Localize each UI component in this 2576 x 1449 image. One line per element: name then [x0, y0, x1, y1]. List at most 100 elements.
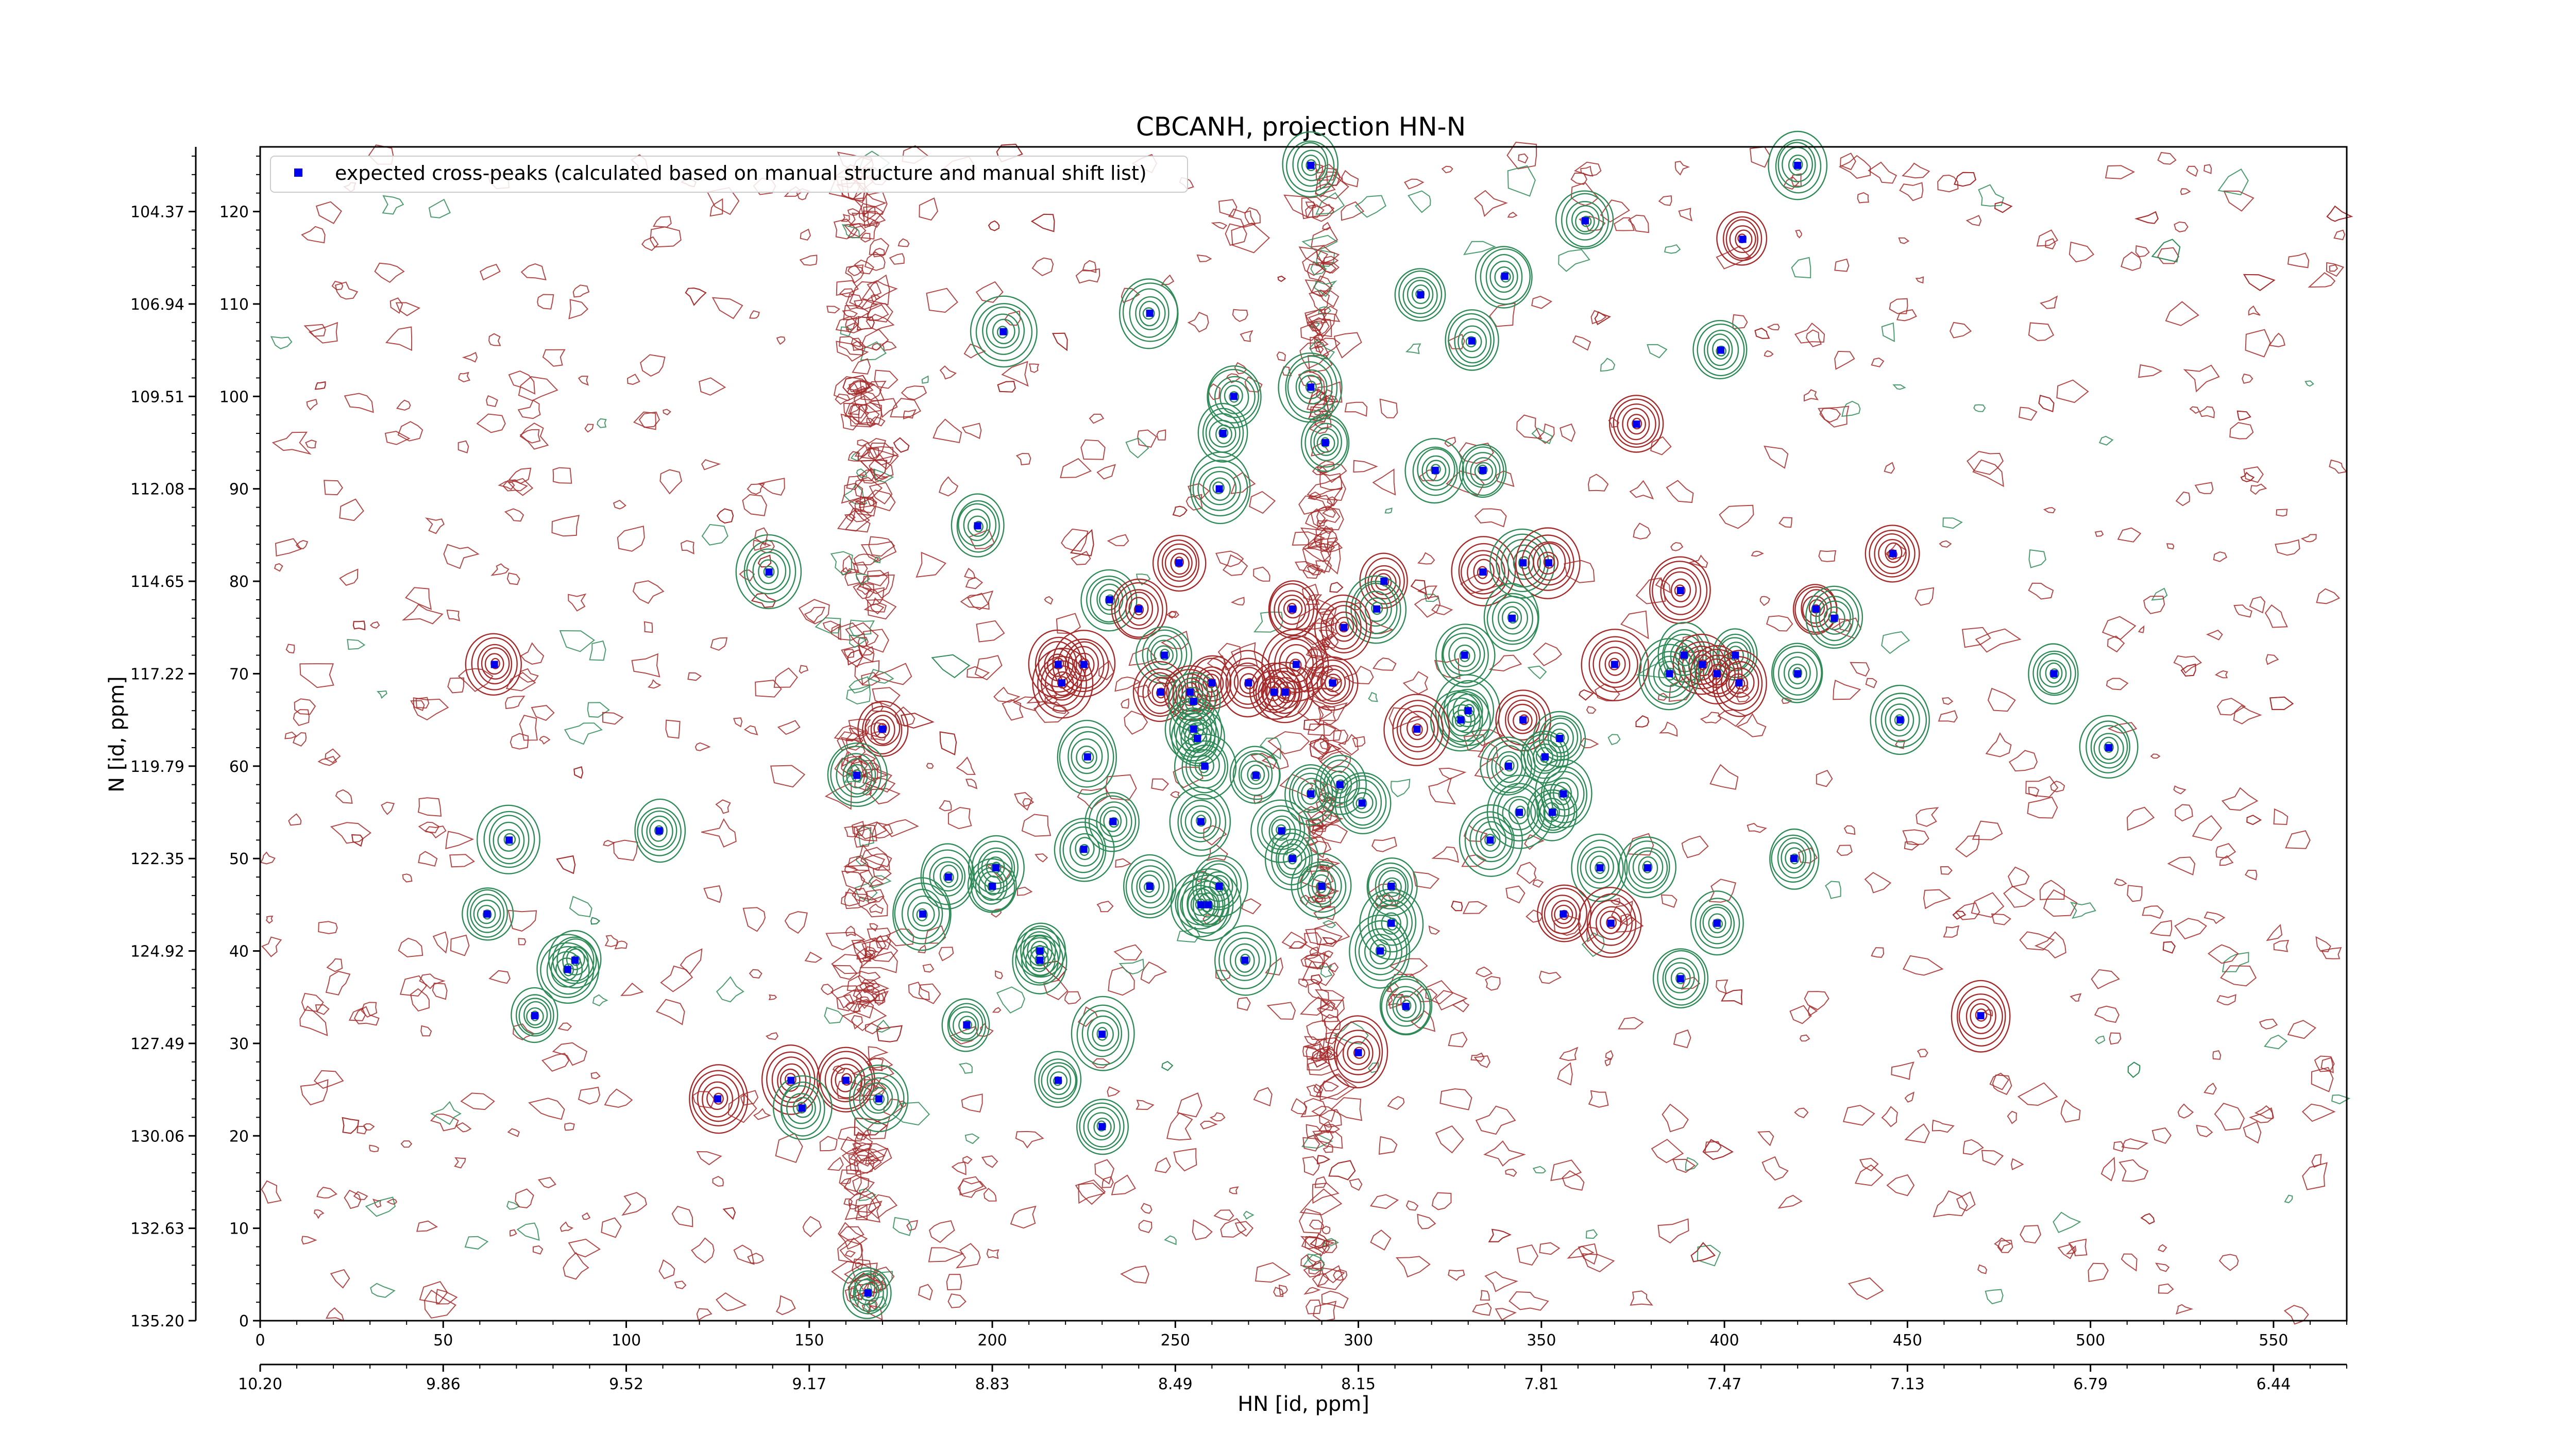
noise-contour — [1317, 1155, 1331, 1165]
noise-contour — [539, 735, 551, 745]
contour-level — [1349, 914, 1411, 989]
noise-contour — [1166, 1112, 1193, 1141]
noise-contour — [1783, 176, 1800, 190]
contour-level — [1588, 636, 1642, 693]
noise-contour — [853, 190, 887, 217]
contour-level — [1699, 904, 1735, 945]
contour-level — [1364, 597, 1388, 622]
contour-level — [548, 930, 602, 989]
noise-contour — [1244, 207, 1261, 225]
peak-contour — [1214, 925, 1277, 996]
noise-contour — [2233, 604, 2252, 618]
contour-level — [1459, 804, 1523, 877]
noise-contour — [1489, 302, 1516, 327]
contour-level — [971, 840, 1019, 895]
x-index-tick-label: 450 — [1893, 1332, 1922, 1350]
y-ppm-tick-label: 130.06 — [130, 1127, 184, 1145]
noise-contour — [1318, 1121, 1332, 1134]
noise-contour — [1749, 146, 1771, 168]
noise-contour — [1311, 275, 1333, 297]
contour-level — [901, 888, 943, 939]
noise-contour — [1804, 991, 1829, 1010]
cross-peak-marker — [853, 771, 861, 779]
noise-contour — [1323, 797, 1344, 814]
contour-level — [1788, 155, 1808, 176]
noise-contour — [995, 970, 1003, 980]
contour-level — [1768, 130, 1828, 200]
noise-contour — [859, 869, 873, 885]
noise-contour — [1120, 1265, 1149, 1284]
noise-contour — [1266, 1002, 1296, 1020]
noise-contour — [854, 772, 877, 791]
noise-contour — [568, 1238, 601, 1258]
noise-contour — [507, 1128, 520, 1137]
noise-contour — [845, 265, 865, 284]
noise-contour — [1302, 564, 1320, 579]
cross-peak-marker — [999, 328, 1007, 335]
noise-contour — [856, 821, 888, 840]
peak-contour — [1771, 643, 1823, 703]
noise-contour — [872, 866, 892, 881]
noise-contour — [620, 982, 644, 996]
contour-level — [1300, 864, 1342, 907]
cross-peak-marker — [1468, 337, 1476, 345]
noise-contour — [838, 622, 864, 641]
noise-contour — [1273, 1287, 1284, 1297]
cross-peak-marker — [1377, 947, 1384, 955]
contour-level — [996, 326, 1008, 339]
noise-contour — [1985, 732, 2012, 757]
noise-contour — [967, 666, 990, 679]
contour-level — [1324, 673, 1342, 693]
noise-contour — [680, 948, 703, 975]
contour-level — [1208, 368, 1260, 424]
contour-level — [1550, 728, 1569, 748]
noise-contour — [1902, 162, 1930, 179]
noise-contour — [1372, 658, 1397, 671]
cross-peak-marker — [1794, 670, 1802, 678]
contour-level — [1125, 859, 1174, 915]
noise-contour — [858, 970, 881, 984]
noise-contour — [1600, 358, 1616, 372]
contour-level — [1301, 155, 1320, 176]
noise-contour — [2143, 595, 2165, 614]
contour-level — [835, 1068, 856, 1092]
noise-contour — [1259, 737, 1281, 760]
noise-contour — [1952, 911, 1967, 920]
noise-contour — [1651, 1139, 1684, 1164]
noise-contour — [711, 297, 743, 319]
contour-level — [1184, 722, 1212, 753]
noise-contour — [1757, 1131, 1774, 1147]
noise-contour — [951, 1161, 967, 1175]
contour-level — [1448, 637, 1481, 672]
contour-level — [951, 493, 1005, 558]
noise-contour — [1121, 288, 1140, 304]
contour-level — [1421, 455, 1450, 486]
x-index-tick-label: 250 — [1161, 1332, 1190, 1350]
contour-level — [1181, 740, 1229, 794]
cross-peak-marker — [1504, 762, 1512, 770]
peak-contour — [1207, 365, 1262, 429]
contour-level — [933, 861, 963, 891]
noise-contour — [1298, 979, 1309, 988]
noise-contour — [301, 992, 324, 1012]
noise-contour — [1586, 926, 1599, 942]
noise-contour — [862, 769, 892, 789]
peak-contour — [511, 987, 558, 1043]
noise-contour — [1303, 1287, 1321, 1295]
cross-peak-marker — [1307, 383, 1315, 391]
cross-peak-marker — [1560, 790, 1567, 798]
peak-contour — [1349, 914, 1411, 989]
noise-contour — [856, 468, 868, 478]
cross-peak-marker — [714, 1095, 722, 1103]
noise-contour — [1312, 204, 1334, 222]
peak-contour — [857, 700, 909, 757]
noise-contour — [2177, 1103, 2194, 1119]
contour-level — [546, 946, 590, 995]
contour-level — [1320, 601, 1367, 654]
noise-contour — [1618, 1017, 1644, 1030]
cross-peak-marker — [787, 1076, 795, 1084]
noise-contour — [488, 970, 511, 984]
contour-level — [1214, 376, 1256, 418]
contour-level — [1474, 462, 1494, 481]
contour-level — [1543, 555, 1555, 569]
